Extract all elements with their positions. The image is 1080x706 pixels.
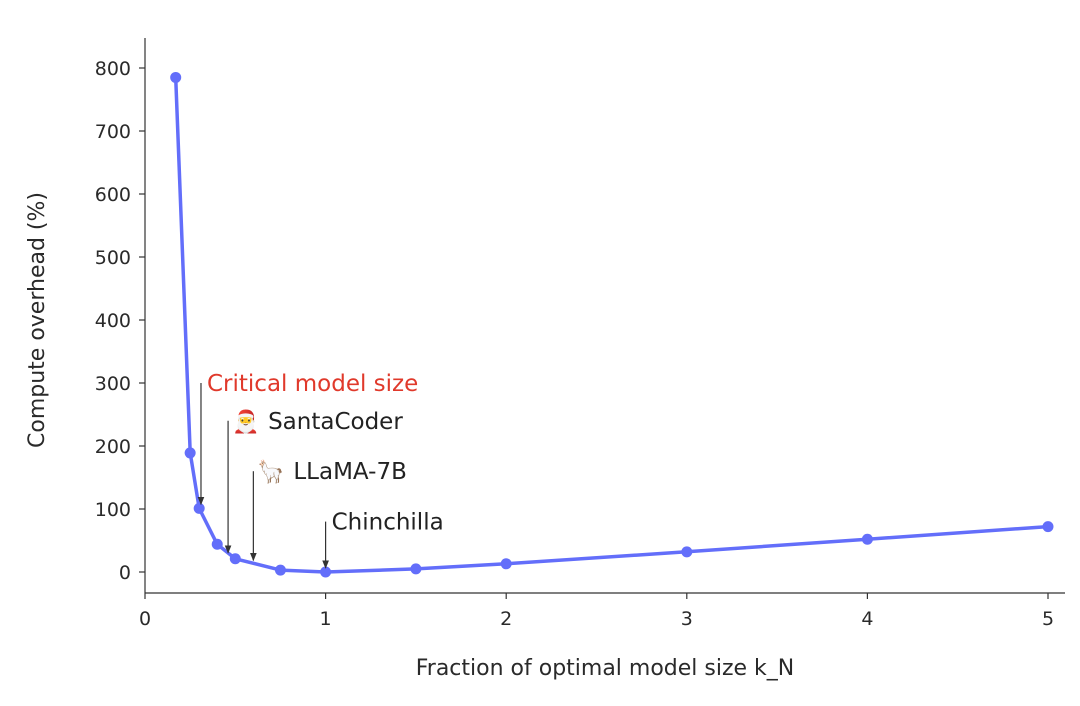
y-axis-label: Compute overhead (%) <box>25 192 50 448</box>
x-tick-label: 4 <box>861 608 873 630</box>
y-tick-label: 100 <box>95 499 131 521</box>
y-tick-label: 500 <box>95 247 131 269</box>
data-point <box>500 558 512 570</box>
critical-model-size-label: Critical model size <box>207 371 418 397</box>
llama-7b-icon: 🦙 <box>257 459 284 485</box>
data-point <box>320 566 332 578</box>
y-tick-label: 800 <box>95 58 131 80</box>
data-point <box>681 546 693 558</box>
data-point <box>274 564 286 576</box>
y-tick-label: 0 <box>119 562 131 584</box>
annotations: Critical model size 🎅 SantaCoder 🦙 LLaMA-7B C… <box>197 371 444 569</box>
y-tick-label: 600 <box>95 184 131 206</box>
data-point <box>184 447 196 459</box>
y-tick-label: 200 <box>95 436 131 458</box>
series-line <box>173 75 1050 574</box>
x-tick-label: 5 <box>1042 608 1054 630</box>
data-point <box>170 71 182 83</box>
llama-7b-label: LLaMA-7B <box>293 459 407 485</box>
y-tick-label: 700 <box>95 121 131 143</box>
santacoder-label: SantaCoder <box>268 409 403 435</box>
data-point <box>211 538 223 550</box>
x-axis-label: Fraction of optimal model size k_N <box>416 656 795 681</box>
x-tick-label: 0 <box>139 608 151 630</box>
data-point <box>1042 521 1054 533</box>
x-tick-label: 1 <box>320 608 332 630</box>
data-point <box>193 502 205 514</box>
data-point <box>410 563 422 575</box>
data-point <box>229 553 241 565</box>
data-points <box>170 71 1054 578</box>
series-line-layer <box>173 75 1050 574</box>
chinchilla-label: Chinchilla <box>332 510 444 536</box>
x-tick-label: 2 <box>500 608 512 630</box>
data-point <box>861 533 873 545</box>
y-tick-label: 300 <box>95 373 131 395</box>
y-tick-label: 400 <box>95 310 131 332</box>
santacoder-icon: 🎅 <box>232 409 259 435</box>
x-tick-label: 3 <box>681 608 693 630</box>
axes: 0 100 200 300 400 500 600 700 800 0 1 2 3 4 5 <box>95 38 1065 630</box>
